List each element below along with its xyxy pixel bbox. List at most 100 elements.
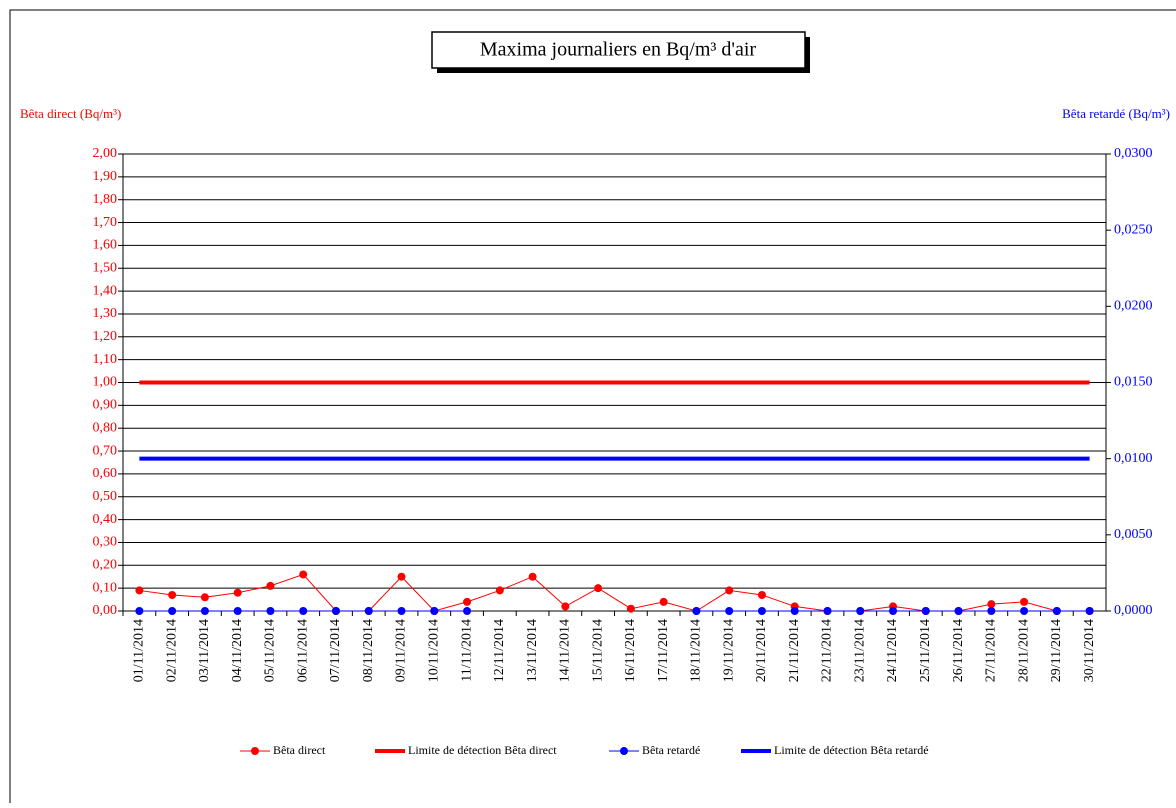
y-tick-label: 1,50 xyxy=(93,260,118,275)
y-tick-label: 1,80 xyxy=(93,192,118,207)
y-tick-label: 0,40 xyxy=(93,512,118,527)
y-tick-label: 1,70 xyxy=(93,215,118,230)
x-tick-label: 19/11/2014 xyxy=(721,619,736,682)
data-point xyxy=(200,607,209,615)
data-point xyxy=(168,607,177,615)
legend-label: Bêta direct xyxy=(273,743,326,757)
x-tick-label: 27/11/2014 xyxy=(984,619,999,682)
data-point xyxy=(430,607,439,615)
data-point xyxy=(1020,607,1029,615)
data-point xyxy=(1020,597,1029,606)
chart-frame xyxy=(9,9,1176,808)
data-point xyxy=(692,607,701,615)
legend-label: Limite de détection Bêta retardé xyxy=(774,743,929,757)
y2-tick-label: 0,0100 xyxy=(1114,451,1153,466)
data-point xyxy=(528,572,537,581)
y2-tick-label: 0,0300 xyxy=(1114,146,1153,161)
y-tick-label: 0,20 xyxy=(93,558,118,573)
legend-label: Bêta retardé xyxy=(642,743,700,757)
y-tick-label: 1,30 xyxy=(93,306,118,321)
y2-tick-label: 0,0050 xyxy=(1114,527,1153,542)
data-point xyxy=(135,607,144,615)
y-tick-label: 0,70 xyxy=(93,443,118,458)
x-tick-label: 25/11/2014 xyxy=(918,619,933,682)
data-point xyxy=(397,572,406,581)
data-point xyxy=(266,607,275,615)
x-tick-label: 09/11/2014 xyxy=(394,619,409,682)
y-tick-label: 1,60 xyxy=(93,238,118,253)
data-point xyxy=(757,591,766,600)
chart-title: Maxima journaliers en Bq/m³ d'air xyxy=(480,39,757,61)
x-tick-label: 11/11/2014 xyxy=(459,619,474,682)
data-point xyxy=(233,588,242,597)
y-tick-label: 1,90 xyxy=(93,169,118,184)
data-point xyxy=(561,602,570,611)
data-point xyxy=(463,607,472,615)
x-tick-label: 10/11/2014 xyxy=(427,619,442,682)
y-tick-label: 0,80 xyxy=(93,420,118,435)
y2-tick-label: 0,0150 xyxy=(1114,375,1153,390)
x-tick-label: 20/11/2014 xyxy=(754,619,769,682)
x-tick-label: 08/11/2014 xyxy=(361,619,376,682)
data-point xyxy=(266,581,275,590)
x-tick-label: 18/11/2014 xyxy=(689,619,704,682)
data-point xyxy=(921,607,930,615)
data-point xyxy=(987,607,996,615)
data-point xyxy=(1085,607,1094,615)
title-box xyxy=(431,31,806,69)
data-point xyxy=(168,591,177,600)
y-axis-label: Bêta direct (Bq/m³) xyxy=(20,106,121,121)
x-tick-label: 21/11/2014 xyxy=(787,619,802,682)
x-tick-label: 26/11/2014 xyxy=(951,619,966,682)
data-point xyxy=(233,607,242,615)
legend-label: Limite de détection Bêta direct xyxy=(408,743,557,757)
legend-marker xyxy=(251,747,259,755)
data-point xyxy=(135,586,144,595)
y2-tick-label: 0,0250 xyxy=(1114,222,1153,237)
y-tick-label: 0,30 xyxy=(93,535,118,550)
y-tick-label: 1,20 xyxy=(93,329,118,344)
data-point xyxy=(725,607,734,615)
data-point xyxy=(823,607,832,615)
data-point xyxy=(463,597,472,606)
data-point xyxy=(725,586,734,595)
data-point xyxy=(856,607,865,615)
x-tick-label: 03/11/2014 xyxy=(197,619,212,682)
y-tick-label: 1,00 xyxy=(93,375,118,390)
x-tick-label: 02/11/2014 xyxy=(164,619,179,682)
data-point xyxy=(397,607,406,615)
x-tick-label: 04/11/2014 xyxy=(230,619,245,682)
x-tick-label: 22/11/2014 xyxy=(820,619,835,682)
y-tick-label: 2,00 xyxy=(93,146,118,161)
y2-tick-label: 0,0200 xyxy=(1114,299,1153,314)
x-tick-label: 28/11/2014 xyxy=(1016,619,1031,682)
y-tick-label: 0,00 xyxy=(93,603,118,618)
data-point xyxy=(889,607,898,615)
data-point xyxy=(987,600,996,609)
x-tick-label: 13/11/2014 xyxy=(525,619,540,682)
data-point xyxy=(200,593,209,602)
x-tick-label: 17/11/2014 xyxy=(656,619,671,682)
x-tick-label: 12/11/2014 xyxy=(492,619,507,682)
y-tick-label: 0,10 xyxy=(93,580,118,595)
x-tick-label: 16/11/2014 xyxy=(623,619,638,682)
data-point xyxy=(790,607,799,615)
data-point xyxy=(299,607,308,615)
data-point xyxy=(659,597,668,606)
x-tick-label: 14/11/2014 xyxy=(558,619,573,682)
y-tick-label: 0,90 xyxy=(93,398,118,413)
data-point xyxy=(299,570,308,579)
data-point xyxy=(954,607,963,615)
data-point xyxy=(495,586,504,595)
y-tick-label: 0,50 xyxy=(93,489,118,504)
x-tick-label: 29/11/2014 xyxy=(1049,619,1064,682)
x-tick-label: 24/11/2014 xyxy=(885,619,900,682)
x-tick-label: 06/11/2014 xyxy=(295,619,310,682)
x-tick-label: 15/11/2014 xyxy=(590,619,605,682)
data-point xyxy=(364,607,373,615)
x-tick-label: 07/11/2014 xyxy=(328,619,343,682)
y-tick-label: 0,60 xyxy=(93,466,118,481)
y-tick-label: 1,40 xyxy=(93,283,118,298)
